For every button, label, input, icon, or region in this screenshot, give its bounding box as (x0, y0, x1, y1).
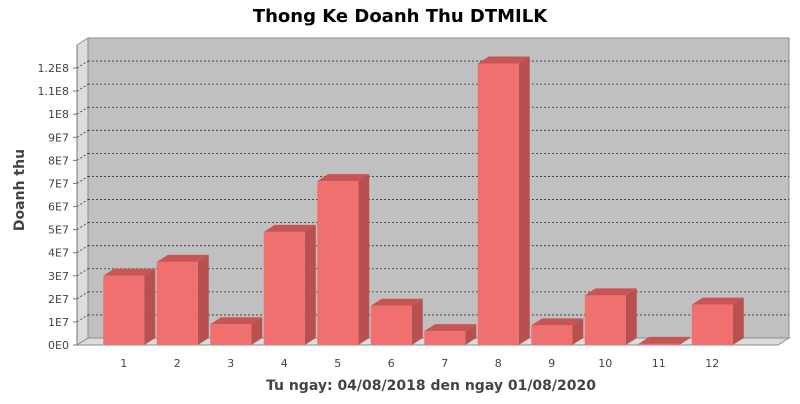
y-tick-label: 7E7 (48, 177, 69, 190)
y-tick-label: 1.1E8 (38, 85, 69, 98)
bar-top-3 (210, 317, 263, 325)
bar-top-12 (691, 297, 744, 305)
y-tick-label: 1.2E8 (38, 62, 69, 75)
x-axis-label: Tu ngay: 04/08/2018 den ngay 01/08/2020 (266, 378, 596, 394)
y-tick-label: 1E7 (48, 316, 69, 329)
bar-side-1 (144, 268, 156, 345)
x-tick-label: 6 (388, 357, 395, 370)
bar-8 (477, 63, 519, 345)
bar-top-5 (317, 174, 370, 182)
x-tick-label: 1 (120, 357, 127, 370)
y-tick-label: 5E7 (48, 224, 69, 237)
bar-side-7 (465, 324, 477, 345)
bar-side-8 (518, 56, 530, 345)
bar-top-9 (531, 318, 584, 326)
bar-side-9 (572, 318, 584, 345)
bar-5 (317, 181, 359, 345)
x-tick-label: 5 (334, 357, 341, 370)
bar-11 (638, 343, 680, 345)
bar-10 (584, 295, 626, 345)
y-tick-label: 9E7 (48, 131, 69, 144)
x-tick-label: 4 (281, 357, 288, 370)
x-tick-label: 8 (495, 357, 502, 370)
bar-12 (691, 304, 733, 345)
bar-top-10 (584, 288, 637, 296)
x-tick-label: 11 (652, 357, 666, 370)
y-tick-label: 2E7 (48, 293, 69, 306)
bar-4 (263, 231, 305, 345)
chart-title: Thong Ke Doanh Thu DTMILK (253, 6, 548, 27)
bar-side-3 (251, 317, 263, 345)
bar-2 (156, 261, 198, 345)
bar-top-1 (103, 268, 156, 276)
y-tick-label: 4E7 (48, 247, 69, 260)
bar-side-11 (679, 336, 691, 345)
y-axis-label: Doanh thu (12, 149, 28, 231)
bar-top-6 (370, 298, 423, 306)
bar-6 (370, 305, 412, 345)
bar-top-4 (263, 224, 316, 232)
bar-side-6 (411, 298, 423, 345)
x-tick-label: 2 (174, 357, 181, 370)
bar-3 (210, 324, 252, 345)
x-tick-label: 7 (441, 357, 448, 370)
left-wall (76, 37, 89, 346)
bar-side-10 (625, 288, 637, 345)
bar-side-2 (197, 254, 209, 345)
bar-1 (103, 275, 145, 345)
bar-top-2 (156, 254, 209, 262)
bar-top-8 (477, 56, 530, 64)
bar-top-7 (424, 324, 477, 332)
y-tick-label: 0E0 (48, 339, 69, 352)
x-tick-label: 12 (705, 357, 719, 370)
bar-top-11 (638, 336, 691, 344)
x-tick-label: 9 (548, 357, 555, 370)
bar-7 (424, 331, 466, 345)
bar-side-12 (732, 297, 744, 345)
y-tick-label: 6E7 (48, 201, 69, 214)
bar-9 (531, 325, 573, 345)
y-tick-label: 8E7 (48, 154, 69, 167)
x-tick-label: 3 (227, 357, 234, 370)
bar-side-5 (358, 174, 370, 345)
bar-side-4 (304, 224, 316, 345)
y-tick-label: 1E8 (48, 108, 69, 121)
x-tick-label: 10 (598, 357, 612, 370)
y-tick-label: 3E7 (48, 270, 69, 283)
